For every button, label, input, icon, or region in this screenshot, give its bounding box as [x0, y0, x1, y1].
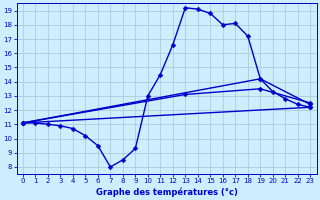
X-axis label: Graphe des températures (°c): Graphe des températures (°c) [96, 187, 237, 197]
